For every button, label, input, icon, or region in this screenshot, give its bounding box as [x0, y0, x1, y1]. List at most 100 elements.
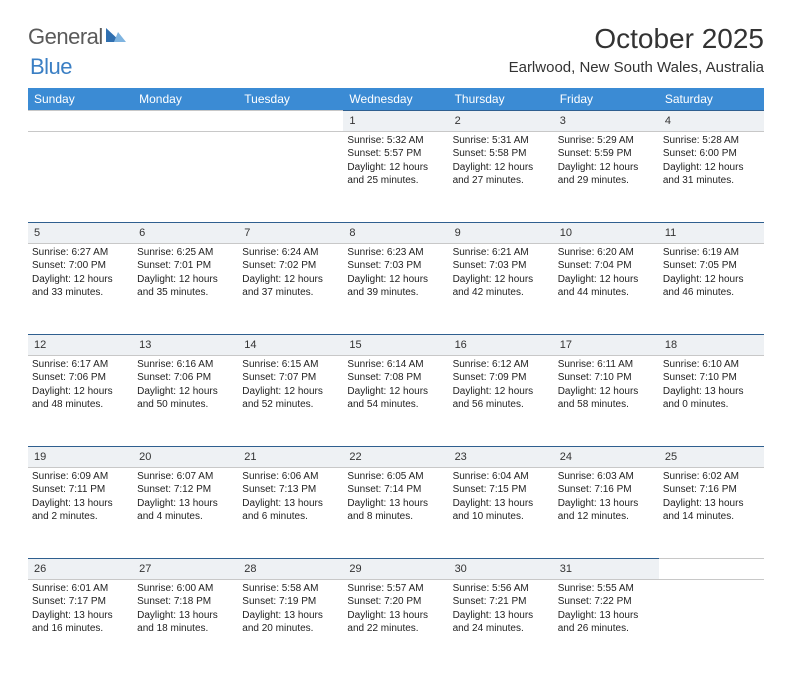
daylight-text-line2: and 20 minutes. [242, 622, 339, 636]
daylight-text-line2: and 24 minutes. [453, 622, 550, 636]
sunrise-text: Sunrise: 5:29 AM [558, 134, 655, 148]
sunrise-text: Sunrise: 6:16 AM [137, 358, 234, 372]
daylight-text-line2: and 0 minutes. [663, 398, 760, 412]
calendar-table: Sunday Monday Tuesday Wednesday Thursday… [28, 88, 764, 670]
sunrise-text: Sunrise: 6:10 AM [663, 358, 760, 372]
day-number-cell [28, 110, 133, 131]
daylight-text-line2: and 48 minutes. [32, 398, 129, 412]
daylight-text-line1: Daylight: 12 hours [32, 273, 129, 287]
day-number-cell: 19 [28, 446, 133, 467]
sunrise-text: Sunrise: 6:15 AM [242, 358, 339, 372]
day-cell [28, 131, 133, 222]
daylight-text-line2: and 31 minutes. [663, 174, 760, 188]
day-cell: Sunrise: 6:04 AMSunset: 7:15 PMDaylight:… [449, 467, 554, 558]
day-cell: Sunrise: 6:25 AMSunset: 7:01 PMDaylight:… [133, 243, 238, 334]
day-cell: Sunrise: 6:24 AMSunset: 7:02 PMDaylight:… [238, 243, 343, 334]
sunrise-text: Sunrise: 6:24 AM [242, 246, 339, 260]
day-cell: Sunrise: 6:12 AMSunset: 7:09 PMDaylight:… [449, 355, 554, 446]
daylight-text-line2: and 54 minutes. [347, 398, 444, 412]
sunset-text: Sunset: 7:18 PM [137, 595, 234, 609]
daylight-text-line1: Daylight: 12 hours [558, 385, 655, 399]
sunrise-text: Sunrise: 5:31 AM [453, 134, 550, 148]
day-number-row: 1234 [28, 110, 764, 131]
day-cell: Sunrise: 6:02 AMSunset: 7:16 PMDaylight:… [659, 467, 764, 558]
sunrise-text: Sunrise: 6:14 AM [347, 358, 444, 372]
day-number-cell: 31 [554, 558, 659, 579]
day-number-cell: 17 [554, 334, 659, 355]
sunset-text: Sunset: 5:59 PM [558, 147, 655, 161]
daylight-text-line1: Daylight: 12 hours [32, 385, 129, 399]
sunset-text: Sunset: 7:01 PM [137, 259, 234, 273]
week-content-row: Sunrise: 6:09 AMSunset: 7:11 PMDaylight:… [28, 467, 764, 558]
day-number-cell [659, 558, 764, 579]
day-cell: Sunrise: 6:11 AMSunset: 7:10 PMDaylight:… [554, 355, 659, 446]
daylight-text-line1: Daylight: 12 hours [663, 273, 760, 287]
day-cell: Sunrise: 6:00 AMSunset: 7:18 PMDaylight:… [133, 579, 238, 670]
sunset-text: Sunset: 7:21 PM [453, 595, 550, 609]
sunrise-text: Sunrise: 6:04 AM [453, 470, 550, 484]
day-number-cell: 24 [554, 446, 659, 467]
daylight-text-line2: and 58 minutes. [558, 398, 655, 412]
sunrise-text: Sunrise: 5:56 AM [453, 582, 550, 596]
sunset-text: Sunset: 7:10 PM [558, 371, 655, 385]
daylight-text-line1: Daylight: 13 hours [32, 497, 129, 511]
day-number-cell: 8 [343, 222, 448, 243]
weekday-header-row: Sunday Monday Tuesday Wednesday Thursday… [28, 88, 764, 111]
day-number-row: 12131415161718 [28, 334, 764, 355]
weekday-header: Wednesday [343, 88, 448, 111]
daylight-text-line2: and 52 minutes. [242, 398, 339, 412]
daylight-text-line1: Daylight: 12 hours [453, 385, 550, 399]
day-cell: Sunrise: 5:28 AMSunset: 6:00 PMDaylight:… [659, 131, 764, 222]
day-number-cell: 28 [238, 558, 343, 579]
sunset-text: Sunset: 7:03 PM [347, 259, 444, 273]
day-number-cell: 6 [133, 222, 238, 243]
sunrise-text: Sunrise: 6:05 AM [347, 470, 444, 484]
day-cell: Sunrise: 6:09 AMSunset: 7:11 PMDaylight:… [28, 467, 133, 558]
daylight-text-line1: Daylight: 12 hours [453, 161, 550, 175]
daylight-text-line2: and 2 minutes. [32, 510, 129, 524]
daylight-text-line2: and 37 minutes. [242, 286, 339, 300]
week-content-row: Sunrise: 5:32 AMSunset: 5:57 PMDaylight:… [28, 131, 764, 222]
sunrise-text: Sunrise: 6:19 AM [663, 246, 760, 260]
sunrise-text: Sunrise: 6:27 AM [32, 246, 129, 260]
sunset-text: Sunset: 7:15 PM [453, 483, 550, 497]
day-cell [238, 131, 343, 222]
daylight-text-line1: Daylight: 12 hours [242, 385, 339, 399]
daylight-text-line1: Daylight: 12 hours [137, 385, 234, 399]
daylight-text-line1: Daylight: 13 hours [347, 497, 444, 511]
sunrise-text: Sunrise: 5:28 AM [663, 134, 760, 148]
daylight-text-line2: and 42 minutes. [453, 286, 550, 300]
daylight-text-line1: Daylight: 12 hours [558, 161, 655, 175]
day-cell: Sunrise: 5:58 AMSunset: 7:19 PMDaylight:… [238, 579, 343, 670]
sunset-text: Sunset: 7:06 PM [32, 371, 129, 385]
day-number-cell: 9 [449, 222, 554, 243]
daylight-text-line1: Daylight: 12 hours [347, 161, 444, 175]
day-number-cell: 5 [28, 222, 133, 243]
daylight-text-line2: and 35 minutes. [137, 286, 234, 300]
sunset-text: Sunset: 7:16 PM [558, 483, 655, 497]
day-cell: Sunrise: 6:14 AMSunset: 7:08 PMDaylight:… [343, 355, 448, 446]
day-cell: Sunrise: 6:20 AMSunset: 7:04 PMDaylight:… [554, 243, 659, 334]
day-number-cell: 1 [343, 110, 448, 131]
daylight-text-line1: Daylight: 12 hours [663, 161, 760, 175]
calendar-page: General October 2025 Earlwood, New South… [0, 0, 792, 694]
day-cell: Sunrise: 6:07 AMSunset: 7:12 PMDaylight:… [133, 467, 238, 558]
day-number-cell: 25 [659, 446, 764, 467]
sunset-text: Sunset: 7:19 PM [242, 595, 339, 609]
daylight-text-line2: and 22 minutes. [347, 622, 444, 636]
daylight-text-line2: and 25 minutes. [347, 174, 444, 188]
sunrise-text: Sunrise: 5:32 AM [347, 134, 444, 148]
day-number-cell: 2 [449, 110, 554, 131]
day-cell: Sunrise: 5:31 AMSunset: 5:58 PMDaylight:… [449, 131, 554, 222]
day-cell: Sunrise: 6:17 AMSunset: 7:06 PMDaylight:… [28, 355, 133, 446]
sunset-text: Sunset: 7:09 PM [453, 371, 550, 385]
sunrise-text: Sunrise: 6:21 AM [453, 246, 550, 260]
day-number-cell: 22 [343, 446, 448, 467]
daylight-text-line1: Daylight: 13 hours [137, 609, 234, 623]
daylight-text-line2: and 10 minutes. [453, 510, 550, 524]
daylight-text-line2: and 29 minutes. [558, 174, 655, 188]
daylight-text-line1: Daylight: 13 hours [242, 497, 339, 511]
weekday-header: Saturday [659, 88, 764, 111]
daylight-text-line1: Daylight: 13 hours [453, 609, 550, 623]
day-cell: Sunrise: 6:06 AMSunset: 7:13 PMDaylight:… [238, 467, 343, 558]
